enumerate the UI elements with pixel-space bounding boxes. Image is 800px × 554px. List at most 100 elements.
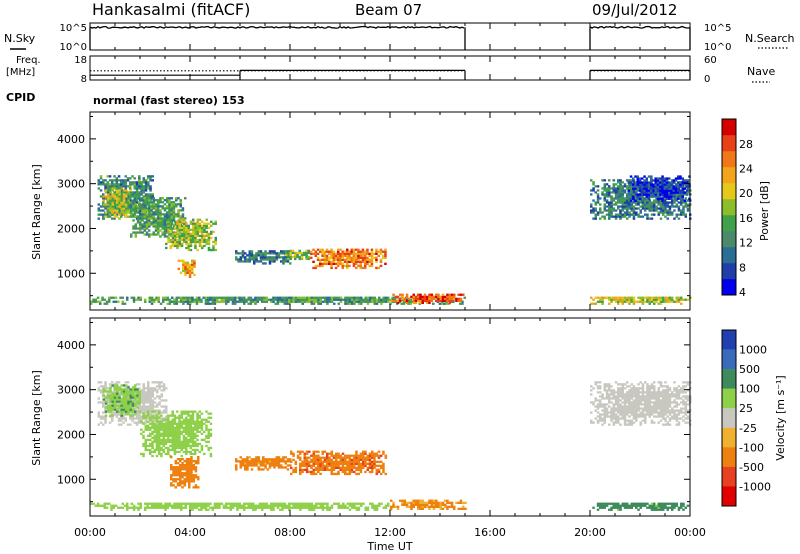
power-cell — [157, 298, 160, 301]
power-cell — [656, 185, 660, 188]
power-cell — [152, 197, 155, 200]
velocity-cell — [173, 426, 177, 429]
velocity-cell — [148, 506, 151, 509]
power-cell — [145, 221, 149, 224]
velocity-cell — [175, 502, 178, 505]
power-cell — [157, 225, 160, 228]
power-cell — [369, 296, 372, 299]
power-cell — [621, 189, 624, 192]
velocity-cell — [330, 506, 334, 509]
power-cell — [129, 197, 132, 200]
power-cell — [163, 235, 167, 238]
power-cell — [601, 298, 604, 301]
power-cell — [116, 207, 119, 210]
power-cell — [171, 236, 175, 240]
power-cell — [172, 217, 176, 220]
power-cell — [686, 181, 689, 184]
velocity-cell — [294, 462, 297, 465]
velocity-cell — [104, 387, 107, 390]
power-cell — [632, 179, 635, 182]
velocity-cell — [353, 454, 356, 457]
velocity-cell — [159, 502, 163, 505]
power-cell — [122, 205, 126, 208]
velocity-cell — [317, 470, 320, 474]
power-cell — [196, 224, 199, 227]
velocity-cell — [357, 464, 360, 467]
power-cell — [145, 199, 149, 202]
velocity-cell — [265, 504, 268, 507]
power-cell — [172, 231, 176, 234]
power-cell — [668, 191, 671, 194]
velocity-cell — [122, 396, 126, 399]
velocity-cell — [277, 460, 281, 463]
power-cell — [168, 205, 171, 208]
power-cell — [657, 207, 660, 210]
power-cell — [348, 258, 351, 261]
velocity-cell — [137, 506, 140, 509]
power-cell — [641, 199, 644, 202]
power-cell — [339, 296, 343, 299]
power-cell — [145, 215, 149, 218]
velocity-cell — [173, 506, 176, 509]
power-cell — [646, 300, 649, 303]
velocity-cell — [102, 390, 105, 393]
power-cell — [641, 205, 645, 208]
freq-unit-label: [MHz] — [6, 67, 35, 78]
velocity-cell — [171, 448, 174, 452]
power-cell — [138, 193, 141, 196]
velocity-cell — [104, 410, 108, 413]
velocity-cell — [355, 454, 358, 457]
velocity-cell — [149, 391, 152, 394]
power-cell — [170, 207, 173, 210]
power-cell — [104, 211, 108, 214]
power-cell — [346, 296, 349, 299]
power-cell — [346, 262, 349, 265]
power-cell — [352, 250, 356, 253]
velocity-cell — [317, 460, 320, 463]
velocity-cell — [337, 456, 340, 459]
power-cell — [296, 255, 299, 259]
velocity-cell — [171, 420, 174, 423]
velocity-cell — [104, 396, 108, 399]
velocity-cell — [144, 421, 148, 424]
velocity-cell — [189, 506, 192, 509]
velocity-cell — [377, 470, 381, 474]
power-cell — [375, 252, 378, 255]
power-cell — [130, 207, 133, 210]
velocity-cell — [137, 502, 140, 505]
power-cell — [175, 203, 178, 206]
velocity-cell — [101, 504, 104, 507]
power-cell — [189, 296, 192, 299]
velocity-cell — [231, 506, 235, 509]
power-cell — [617, 213, 620, 216]
velocity-cell — [162, 409, 166, 412]
velocity-cell — [167, 448, 170, 452]
velocity-cell — [292, 506, 295, 509]
velocity-cell — [339, 456, 342, 459]
power-cell — [204, 300, 208, 303]
power-cell — [654, 189, 657, 192]
power-cell — [166, 199, 169, 202]
velocity-cell — [256, 506, 259, 509]
velocity-cell — [332, 464, 336, 467]
velocity-cell — [382, 450, 385, 453]
power-cell — [666, 209, 669, 212]
power-cell — [437, 293, 440, 296]
power-cell — [148, 229, 151, 232]
power-cell — [643, 179, 646, 182]
velocity-cell — [111, 404, 114, 407]
power-cell — [426, 297, 429, 300]
velocity-cell — [275, 458, 279, 461]
power-cell — [120, 201, 123, 204]
velocity-cell — [125, 402, 128, 405]
velocity-cell — [292, 468, 295, 471]
power-cell — [150, 221, 153, 224]
power-cell — [596, 193, 600, 196]
power-cell — [683, 179, 687, 182]
power-cell — [333, 296, 336, 299]
velocity-cell — [171, 504, 174, 507]
power-cell — [662, 298, 665, 301]
velocity-cell — [102, 398, 105, 401]
power-cell — [647, 175, 651, 178]
velocity-cell — [155, 448, 159, 452]
